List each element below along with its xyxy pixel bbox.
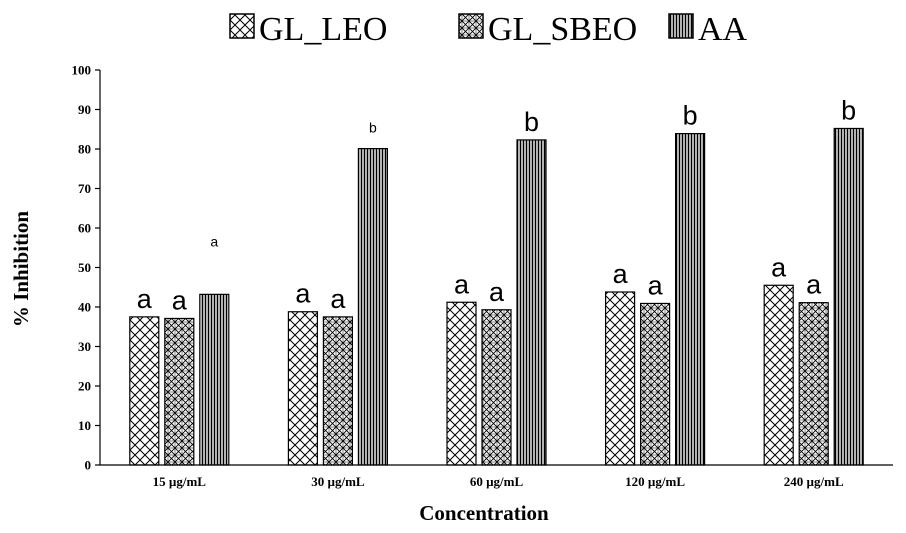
bar-gl-leo	[763, 284, 794, 466]
y-tick-label: 20	[78, 379, 91, 394]
legend-label: AA	[698, 11, 748, 48]
bar-aa	[357, 148, 388, 466]
x-tick-label: 240 µg/mL	[784, 474, 844, 489]
significance-label: b	[683, 101, 698, 131]
bar-gl-leo	[287, 311, 318, 466]
bar-aa	[674, 132, 706, 466]
significance-label: a	[806, 270, 822, 300]
significance-label: a	[771, 252, 787, 282]
legend-label: GL_SBEO	[488, 11, 637, 48]
y-tick-label: 10	[78, 418, 91, 433]
bar-gl-sbeo	[798, 302, 829, 466]
bars: a a a a aa a a a aab b b b	[129, 95, 864, 466]
significance-label: b	[841, 95, 856, 125]
x-axis: 15 µg/mL 30 µg/mL 60 µg/mL 120 µg/mL 240 µg/…	[100, 464, 893, 489]
y-axis: 0 10 20 30 40 50 60 70 80 90 100	[72, 63, 101, 473]
bar-gl-sbeo	[481, 309, 512, 466]
significance-label: a	[172, 285, 188, 315]
y-tick-label: 70	[78, 181, 91, 196]
significance-label: a	[613, 259, 629, 289]
significance-label: b	[524, 107, 539, 137]
significance-label: b	[369, 120, 377, 136]
x-axis-title: Concentration	[419, 501, 549, 525]
x-tick-label: 30 µg/mL	[311, 474, 365, 489]
bar-aa	[199, 293, 230, 466]
significance-label: a	[648, 270, 664, 300]
x-tick-label: 120 µg/mL	[625, 474, 685, 489]
y-axis-title: % Inhibition	[9, 211, 33, 327]
significance-label: a	[489, 277, 505, 307]
significance-label: a	[295, 279, 311, 309]
bar-gl-leo	[604, 291, 636, 466]
y-tick-label: 80	[78, 142, 91, 157]
bar-gl-sbeo	[164, 317, 195, 466]
bar-gl-sbeo	[322, 316, 353, 466]
y-tick-label: 50	[78, 260, 91, 275]
y-tick-label: 100	[72, 63, 92, 78]
significance-label: a	[330, 284, 346, 314]
legend-swatch	[229, 13, 255, 39]
x-tick-label: 60 µg/mL	[470, 474, 524, 489]
y-tick-label: 40	[78, 300, 91, 315]
y-tick-label: 30	[78, 339, 91, 354]
bar-gl-leo	[446, 301, 477, 466]
significance-label: a	[210, 233, 218, 249]
bar-aa	[516, 139, 547, 466]
x-tick-label: 15 µg/mL	[153, 474, 207, 489]
y-tick-label: 60	[78, 221, 91, 236]
legend-swatch	[458, 13, 484, 39]
y-tick-label: 90	[78, 102, 91, 117]
bar-aa	[833, 127, 864, 466]
significance-label: a	[454, 269, 470, 299]
legend: GL_LEO GL_SBEO AA	[229, 11, 748, 48]
significance-label: a	[137, 284, 153, 314]
bar-gl-sbeo	[639, 302, 671, 466]
legend-swatch	[668, 13, 694, 39]
y-tick-label: 0	[85, 458, 92, 473]
legend-label: GL_LEO	[259, 11, 387, 48]
bar-gl-leo	[129, 316, 160, 466]
